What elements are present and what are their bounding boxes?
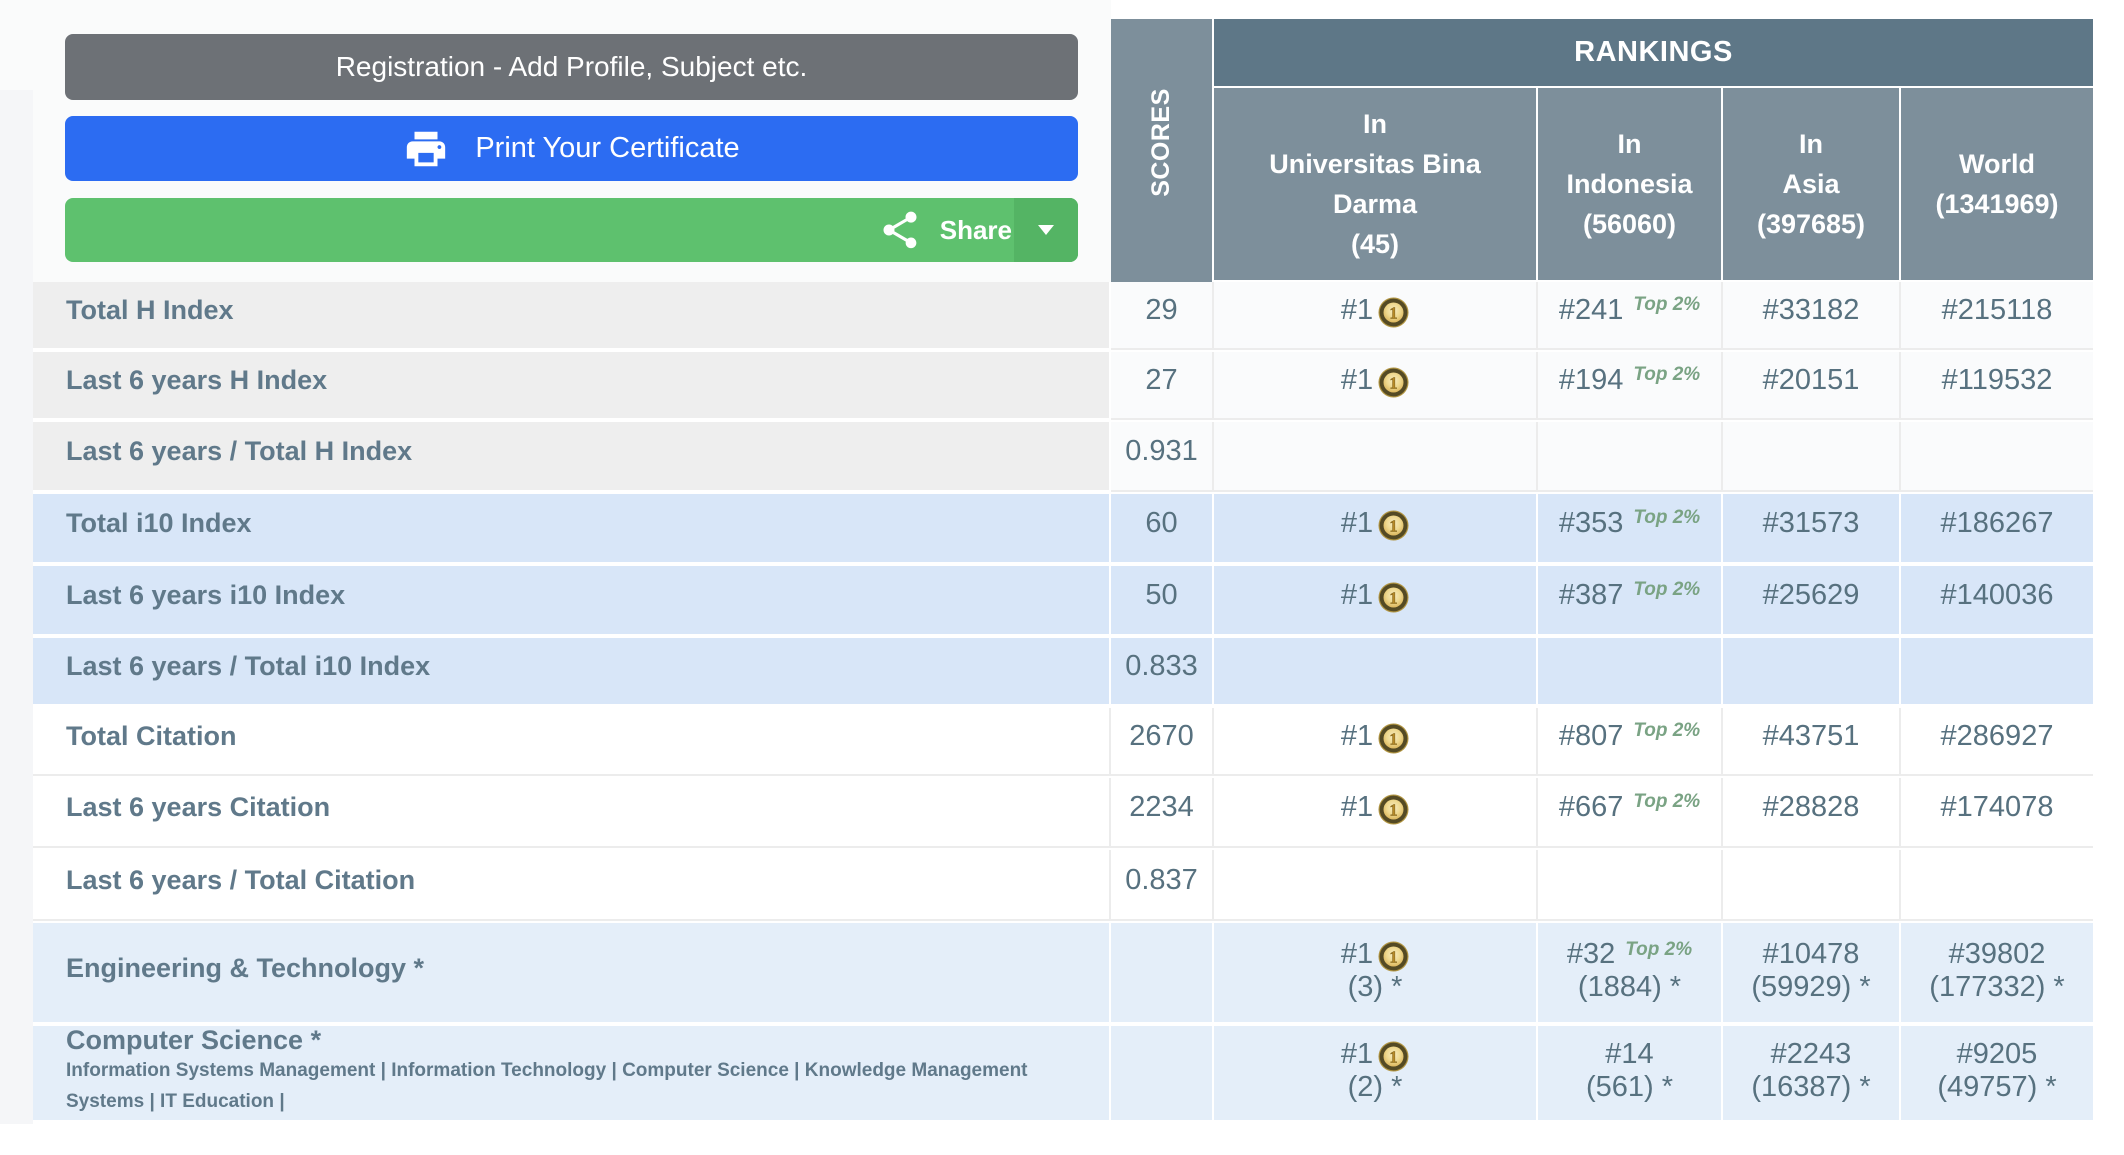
svg-text:1: 1 — [1390, 588, 1398, 607]
svg-text:1: 1 — [1390, 303, 1398, 322]
svg-text:1: 1 — [1390, 800, 1398, 819]
svg-text:1: 1 — [1390, 516, 1398, 535]
svg-text:1: 1 — [1390, 947, 1398, 966]
svg-text:1: 1 — [1390, 729, 1398, 748]
svg-text:1: 1 — [1390, 373, 1398, 392]
svg-text:1: 1 — [1390, 1047, 1398, 1066]
